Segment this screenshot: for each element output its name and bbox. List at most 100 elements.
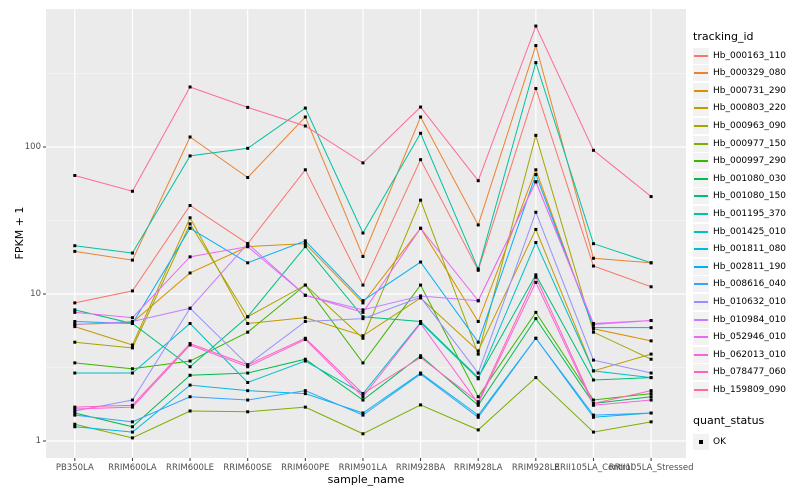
legend-entry-label: Hb_001811_080 xyxy=(713,244,787,255)
data-point-marker xyxy=(419,354,423,358)
data-point-marker xyxy=(246,242,250,246)
data-point-marker xyxy=(534,227,538,231)
data-point-marker xyxy=(246,315,250,319)
data-point-marker xyxy=(419,115,423,119)
data-point-marker xyxy=(130,403,134,407)
data-point-marker xyxy=(188,216,192,220)
data-point-marker xyxy=(73,425,77,429)
data-point-marker xyxy=(73,325,77,329)
quant-status-legend-entry: OK xyxy=(693,433,726,450)
legend-key-swatch xyxy=(693,346,709,363)
x-tick-label: RRII105LA_Stressed xyxy=(608,463,694,473)
x-tick-label: RRIM600LA xyxy=(108,463,157,473)
x-tick-label: RRIM901LA xyxy=(338,463,388,473)
data-point-marker xyxy=(130,436,134,440)
data-point-marker xyxy=(246,146,250,150)
data-point-marker xyxy=(534,241,538,245)
data-point-marker xyxy=(361,283,365,287)
data-point-marker xyxy=(476,401,480,405)
data-point-marker xyxy=(130,425,134,429)
y-tick-label: 1 xyxy=(35,435,41,446)
data-point-marker xyxy=(303,106,307,110)
x-axis-title: sample_name xyxy=(327,473,405,486)
data-point-marker xyxy=(534,310,538,314)
legend-entry-Hb_000163_110: Hb_000163_110 xyxy=(693,47,786,64)
legend-entry-Hb_001811_080: Hb_001811_080 xyxy=(693,241,786,258)
data-point-marker xyxy=(534,168,538,172)
data-point-marker xyxy=(73,422,77,426)
data-point-marker xyxy=(476,377,480,381)
legend-key-line-icon xyxy=(694,89,708,92)
data-point-marker xyxy=(73,407,77,411)
data-point-marker xyxy=(246,330,250,334)
data-point-marker xyxy=(246,389,250,393)
legend-entry-label: Hb_000977_150 xyxy=(713,138,787,149)
legend-key-swatch xyxy=(693,82,709,99)
data-point-marker xyxy=(591,401,595,405)
data-point-marker xyxy=(303,392,307,396)
data-point-marker xyxy=(303,283,307,287)
legend-entry-label: Hb_001425_010 xyxy=(713,226,787,237)
data-point-marker xyxy=(361,231,365,235)
data-point-marker xyxy=(476,320,480,324)
data-point-marker xyxy=(476,415,480,419)
data-point-marker xyxy=(246,371,250,375)
legend-key-line-icon xyxy=(694,248,708,251)
data-point-marker xyxy=(649,319,653,323)
legend-entry-label: Hb_000731_290 xyxy=(713,85,787,96)
data-point-marker xyxy=(534,275,538,279)
data-point-marker xyxy=(649,411,653,415)
legend-key-line-icon xyxy=(694,212,708,215)
data-point-marker xyxy=(534,44,538,48)
legend-entry-Hb_000963_090: Hb_000963_090 xyxy=(693,117,786,134)
legend-key-swatch xyxy=(693,65,709,82)
legend-key-line-icon xyxy=(694,142,708,145)
legend-entry-label: Hb_001195_370 xyxy=(713,208,787,219)
data-point-marker xyxy=(188,359,192,363)
legend-key-swatch xyxy=(693,100,709,117)
data-point-marker xyxy=(73,361,77,365)
legend-key-swatch xyxy=(693,293,709,310)
data-point-marker xyxy=(591,330,595,334)
data-point-marker xyxy=(188,306,192,310)
legend-entry-Hb_078477_060: Hb_078477_060 xyxy=(693,364,786,381)
legend-key-line-icon xyxy=(694,195,708,198)
data-point-marker xyxy=(303,336,307,340)
legend-entry-Hb_000803_220: Hb_000803_220 xyxy=(693,100,786,117)
data-point-marker xyxy=(188,85,192,89)
legend-entry-label: Hb_052946_010 xyxy=(713,332,787,343)
legend-key-line-icon xyxy=(694,371,708,374)
data-point-marker xyxy=(73,310,77,314)
data-point-marker xyxy=(476,352,480,356)
data-point-marker xyxy=(534,273,538,277)
data-point-marker xyxy=(303,359,307,363)
x-tick-label: PB350LA xyxy=(55,463,94,473)
x-tick-label: RRIM928LE xyxy=(511,463,560,473)
data-point-marker xyxy=(73,371,77,375)
data-point-marker xyxy=(649,261,653,265)
data-point-marker xyxy=(649,195,653,199)
legend-entry-Hb_001080_150: Hb_001080_150 xyxy=(693,188,786,205)
data-point-marker xyxy=(591,148,595,152)
legend-key-swatch xyxy=(693,241,709,258)
data-point-marker xyxy=(476,267,480,271)
data-point-marker xyxy=(649,371,653,375)
legend-entry-Hb_001080_030: Hb_001080_030 xyxy=(693,170,786,187)
data-point-marker xyxy=(188,409,192,413)
y-tick-label: 10 xyxy=(30,288,41,299)
legend-entry-Hb_010632_010: Hb_010632_010 xyxy=(693,293,786,310)
data-point-marker xyxy=(534,317,538,321)
data-point-marker xyxy=(361,317,365,321)
data-point-marker xyxy=(649,352,653,356)
data-point-marker xyxy=(534,180,538,184)
quant-status-key xyxy=(693,433,709,450)
legend-key-line-icon xyxy=(694,283,708,286)
data-point-marker xyxy=(303,357,307,361)
quant-status-legend-title: quant_status xyxy=(693,414,765,427)
data-point-marker xyxy=(73,173,77,177)
data-point-marker xyxy=(419,226,423,230)
data-point-marker xyxy=(303,124,307,128)
legend-key-swatch xyxy=(693,117,709,134)
legend-key-line-icon xyxy=(694,72,708,75)
